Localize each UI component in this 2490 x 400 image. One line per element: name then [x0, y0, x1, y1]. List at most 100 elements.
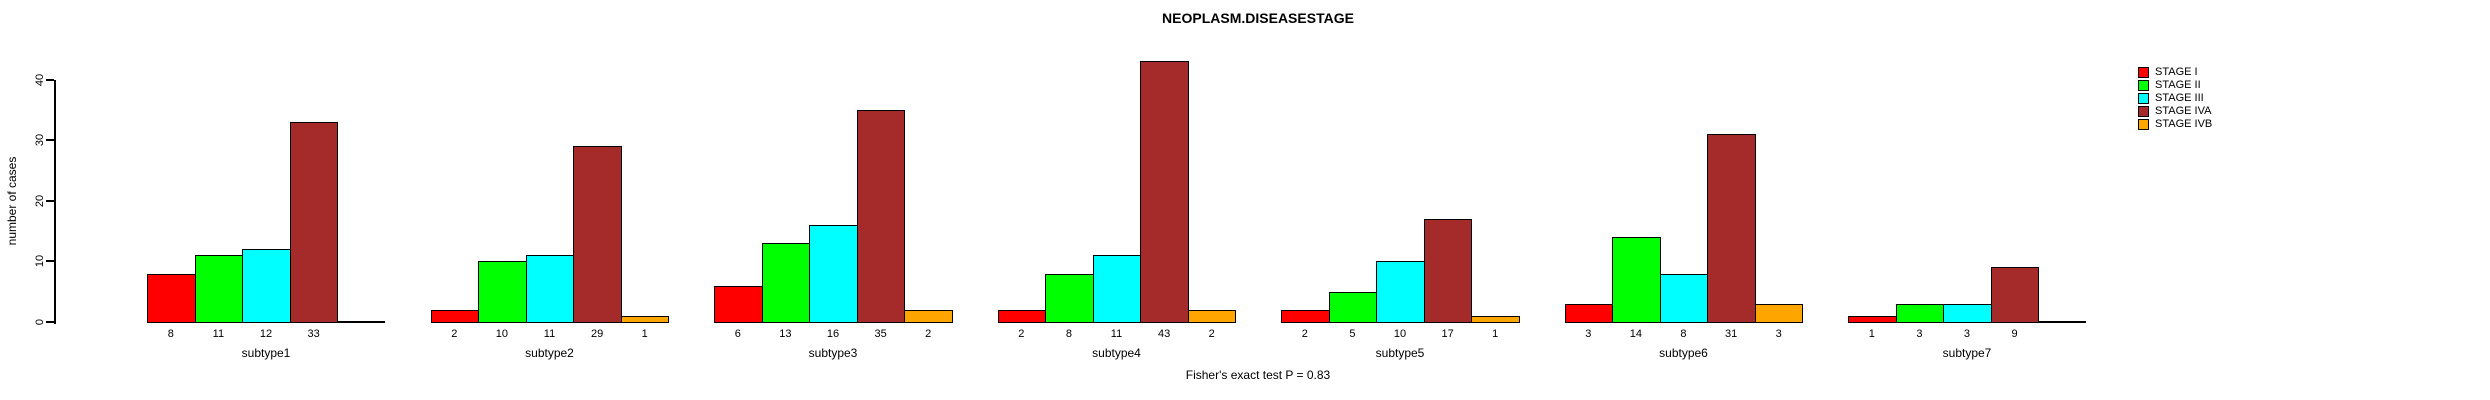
- legend-label: STAGE IVB: [2155, 118, 2213, 130]
- category-label-subtype4: subtype4: [1092, 346, 1141, 360]
- bar-subtype5-stage-ii: [1328, 292, 1378, 323]
- bar-value-label: 2: [925, 328, 932, 340]
- bar-subtype3-stage-i: [714, 286, 763, 323]
- legend-row: STAGE IVA: [2138, 105, 2212, 118]
- category-label-subtype7: subtype7: [1942, 346, 1992, 360]
- bar-value-label: 3: [1585, 328, 1592, 340]
- bar-subtype7-stage-i: [1848, 316, 1897, 323]
- legend-swatch-icon: [2138, 67, 2149, 78]
- bar-value-label: 10: [495, 328, 509, 340]
- bar-value-label: 3: [1775, 328, 1782, 340]
- bar-value-label: 43: [1157, 328, 1171, 340]
- legend-row: STAGE I: [2138, 66, 2212, 79]
- bar-value-label: 3: [1916, 328, 1923, 340]
- bar-value-label: 8: [167, 328, 174, 340]
- bar-subtype1-stage-i: [147, 274, 196, 323]
- bar-subtype6-stage-iii: [1659, 274, 1709, 323]
- bar-subtype2-stage-i: [430, 310, 480, 323]
- bar-subtype4-stage-ivb: [1187, 310, 1237, 323]
- legend-label: STAGE IVA: [2155, 105, 2212, 117]
- bar-subtype3-stage-ivb: [904, 310, 953, 323]
- bar-value-label: 1: [1492, 328, 1499, 340]
- y-axis-tick: [46, 78, 54, 81]
- y-axis-tick: [46, 321, 54, 323]
- y-axis-tick-label: 10: [34, 255, 46, 268]
- bar-value-label: 3: [1963, 328, 1971, 340]
- legend-swatch-icon: [2138, 93, 2149, 104]
- bar-subtype4-stage-ii: [1045, 274, 1094, 323]
- bar-value-label: 13: [779, 328, 792, 340]
- category-label-subtype6: subtype6: [1659, 346, 1708, 360]
- bar-subtype6-stage-ii: [1612, 237, 1661, 323]
- bar-subtype7-stage-iii: [1943, 304, 1992, 323]
- legend-label: STAGE I: [2155, 66, 2198, 78]
- bar-subtype2-stage-iii: [525, 255, 575, 323]
- bar-subtype5-stage-i: [1281, 310, 1330, 323]
- bar-value-label: 2: [1301, 328, 1308, 340]
- bar-subtype1-stage-iva: [289, 122, 339, 323]
- bar-subtype3-stage-ii: [761, 243, 811, 323]
- bar-subtype2-stage-ivb: [620, 316, 670, 323]
- bar-subtype7-stage-iva: [1990, 267, 2040, 323]
- y-axis-tick-label: 20: [34, 194, 46, 207]
- bar-subtype2-stage-ii: [478, 261, 527, 323]
- bar-value-label: 2: [451, 328, 458, 340]
- category-label-subtype5: subtype5: [1375, 346, 1425, 360]
- bar-subtype4-stage-iva: [1140, 61, 1189, 323]
- bar-subtype6-stage-i: [1564, 304, 1614, 323]
- legend-swatch-icon: [2138, 106, 2149, 117]
- bar-subtype7-stage-ii: [1895, 304, 1945, 323]
- category-label-subtype2: subtype2: [525, 346, 574, 360]
- bar-value-label: 8: [1065, 328, 1072, 340]
- bar-value-label: 1: [1868, 328, 1875, 340]
- y-axis-line: [54, 79, 56, 324]
- bar-value-label: 29: [590, 328, 604, 340]
- y-axis-tick-label: 40: [34, 73, 46, 86]
- bar-subtype4-stage-i: [997, 310, 1047, 323]
- bar-subtype5-stage-iii: [1376, 261, 1425, 323]
- bar-value-label: 2: [1208, 328, 1215, 340]
- bar-subtype3-stage-iii: [809, 225, 858, 323]
- legend-row: STAGE IVB: [2138, 118, 2212, 131]
- fisher-test-annotation: Fisher's exact test P = 0.83: [1185, 368, 1331, 382]
- y-axis-tick: [46, 199, 54, 202]
- bar-value-label: 14: [1629, 328, 1643, 340]
- bar-subtype5-stage-ivb: [1471, 316, 1520, 323]
- bar-value-label: 9: [2011, 328, 2018, 340]
- bar-value-label: 10: [1393, 328, 1407, 340]
- bar-subtype1-stage-iii: [242, 249, 291, 323]
- legend-swatch-icon: [2138, 80, 2149, 91]
- bar-value-label: 8: [1680, 328, 1687, 340]
- legend: STAGE I STAGE II STAGE III STAGE IVA STAGE I…: [2138, 66, 2212, 131]
- bar-value-label: 2: [1018, 328, 1025, 340]
- chart-title: NEOPLASM.DISEASESTAGE: [1162, 10, 1354, 26]
- bar-subtype4-stage-iii: [1092, 255, 1142, 323]
- bar-subtype6-stage-iva: [1707, 134, 1756, 323]
- bar-value-label: 6: [734, 328, 741, 340]
- bar-value-label: 16: [826, 328, 840, 340]
- bar-subtype3-stage-iva: [856, 110, 906, 323]
- bar-value-label: 11: [212, 328, 225, 340]
- bar-value-label: 11: [1110, 328, 1123, 340]
- y-axis-tick: [46, 260, 54, 263]
- category-label-subtype3: subtype3: [808, 346, 858, 360]
- bar-subtype5-stage-iva: [1423, 219, 1473, 323]
- legend-label: STAGE III: [2155, 92, 2204, 104]
- bar-value-label: 17: [1441, 328, 1454, 340]
- legend-swatch-icon: [2138, 119, 2149, 130]
- legend-row: STAGE II: [2138, 79, 2212, 92]
- y-axis-tick-label: 0: [34, 318, 46, 326]
- category-label-subtype1: subtype1: [241, 346, 291, 360]
- bar-subtype2-stage-iva: [573, 146, 622, 323]
- bar-subtype1-stage-ii: [194, 255, 244, 323]
- bar-value-label: 33: [307, 328, 320, 340]
- y-axis-tick: [46, 139, 54, 142]
- y-axis-tick-label: 30: [34, 134, 46, 147]
- bar-value-label: 12: [259, 328, 273, 340]
- legend-row: STAGE III: [2138, 92, 2212, 105]
- bar-subtype6-stage-ivb: [1754, 304, 1804, 323]
- y-axis-label: number of cases: [5, 156, 19, 246]
- bar-value-label: 11: [543, 328, 556, 340]
- bar-value-label: 5: [1349, 328, 1356, 340]
